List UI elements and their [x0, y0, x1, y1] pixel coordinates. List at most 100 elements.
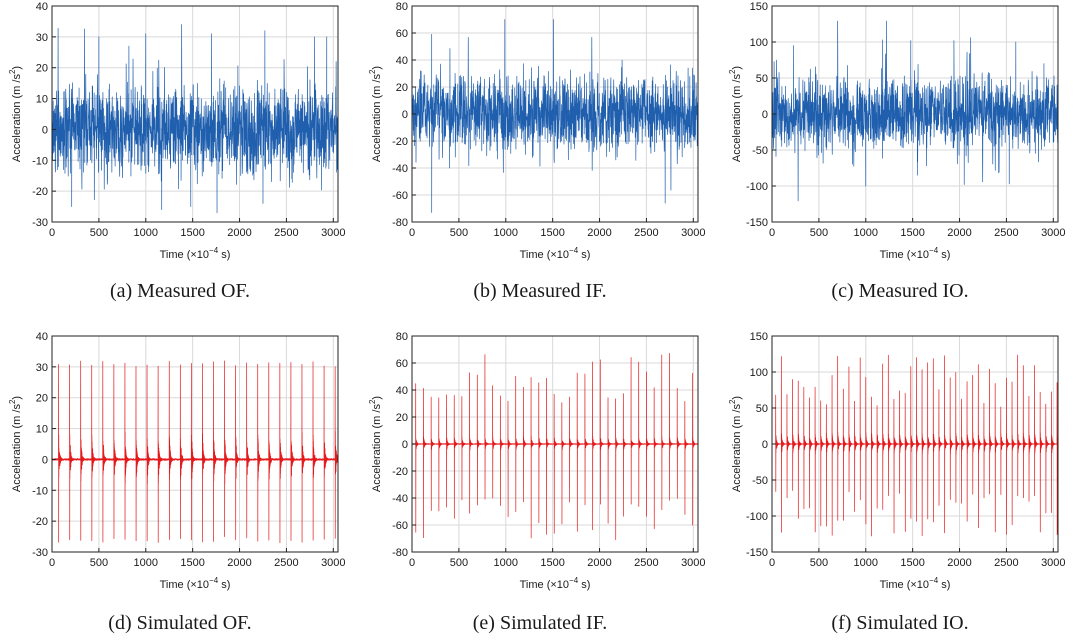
tick-label-y: -100	[746, 181, 768, 193]
tick-label-y: 40	[396, 385, 408, 397]
tick-label-y: -80	[392, 217, 408, 229]
signal-line	[411, 353, 699, 540]
tick-label-x: 2500	[994, 557, 1018, 569]
signal-line	[51, 24, 339, 214]
tick-label-x: 1000	[854, 557, 878, 569]
tick-label-y: -50	[752, 145, 768, 157]
y-axis-label: Acceleration (m /s2)	[8, 396, 23, 492]
tick-label-y: 150	[750, 331, 768, 343]
tick-label-y: -30	[32, 547, 48, 559]
tick-label-y: -10	[32, 155, 48, 167]
tick-label-y: 80	[396, 331, 408, 343]
tick-label-x: 0	[769, 557, 775, 569]
y-axis-label: Acceleration (m /s2)	[728, 66, 743, 162]
tick-label-x: 1500	[900, 557, 924, 569]
chart-simulated-of: 0 500 1000 1500 2000 2500 3000 -30 -20 -10 0 10 20 30…	[8, 331, 346, 591]
tick-label-y: 0	[762, 439, 768, 451]
x-axis-label: Time (×10−4 s)	[880, 246, 951, 261]
tick-label-y: -40	[392, 493, 408, 505]
tick-label-x: 500	[450, 557, 468, 569]
tick-label-x: 0	[409, 557, 415, 569]
grid	[52, 336, 338, 552]
tick-label-y: 80	[396, 1, 408, 13]
tick-label-y: 60	[396, 358, 408, 370]
chart-measured-of: 0 500 1000 1500 2000 2500 3000 -30 -20 -10 0 10 20 30…	[8, 1, 346, 261]
tick-label-y: 0	[42, 454, 48, 466]
x-axis-label: Time (×10−4 s)	[520, 576, 591, 591]
chart-simulated-if: 0 500 1000 1500 2000 2500 3000 -80 -60 -40 -20 0 20 4…	[368, 331, 706, 591]
tick-label-y: -150	[746, 547, 768, 559]
tick-label-x: 1500	[540, 557, 564, 569]
tick-label-x: 1000	[854, 227, 878, 239]
tick-label-x: 2500	[634, 227, 658, 239]
tick-label-x: 2500	[274, 227, 298, 239]
tick-label-x: 2000	[947, 227, 971, 239]
signal-line	[51, 360, 339, 544]
x-axis-label: Time (×10−4 s)	[160, 576, 231, 591]
caption-simulated-of: (d) Simulated OF.	[108, 612, 252, 634]
tick-label-y: 0	[402, 439, 408, 451]
y-axis-label: Acceleration (m /s2)	[8, 66, 23, 162]
tick-label-x: 500	[810, 227, 828, 239]
tick-label-x: 2000	[227, 227, 251, 239]
tick-label-y: 10	[36, 424, 48, 436]
tick-label-y: 50	[756, 73, 768, 85]
tick-label-x: 1500	[180, 227, 204, 239]
tick-label-x: 3000	[321, 557, 345, 569]
tick-label-x: 1000	[134, 557, 158, 569]
tick-label-y: 10	[36, 94, 48, 106]
tick-label-x: 3000	[681, 227, 705, 239]
tick-label-y: 30	[36, 362, 48, 374]
caption-simulated-if: (e) Simulated IF.	[472, 612, 608, 634]
tick-label-x: 1000	[494, 557, 518, 569]
tick-label-x: 500	[810, 557, 828, 569]
tick-label-y: 20	[396, 412, 408, 424]
tick-label-y: 0	[402, 109, 408, 121]
tick-label-y: 20	[396, 82, 408, 94]
tick-label-y: 100	[750, 367, 768, 379]
tick-label-x: 1500	[180, 557, 204, 569]
tick-label-y: 150	[750, 1, 768, 13]
tick-label-x: 3000	[321, 227, 345, 239]
tick-label-y: -30	[32, 217, 48, 229]
tick-label-y: -50	[752, 475, 768, 487]
tick-label-x: 3000	[1041, 227, 1065, 239]
chart-simulated-io: 0 500 1000 1500 2000 2500 3000 -150 -100 -50 0 50 10…	[728, 331, 1066, 591]
tick-label-y: 20	[36, 63, 48, 75]
caption-measured-io: (c) Measured IO.	[831, 280, 969, 302]
tick-label-x: 2500	[274, 557, 298, 569]
tick-label-y: -20	[392, 466, 408, 478]
tick-label-x: 2000	[587, 227, 611, 239]
tick-label-x: 3000	[681, 557, 705, 569]
tick-label-y: 60	[396, 28, 408, 40]
tick-label-y: 0	[762, 109, 768, 121]
tick-label-y: 20	[36, 393, 48, 405]
chart-measured-io: 0 500 1000 1500 2000 2500 3000 -150 -100 -50 0 50 10…	[728, 1, 1066, 261]
caption-measured-of: (a) Measured OF.	[109, 280, 251, 302]
y-axis-label: Acceleration (m /s2)	[368, 396, 383, 492]
signal-line	[771, 354, 1059, 537]
tick-label-y: 40	[36, 1, 48, 13]
tick-label-x: 1000	[134, 227, 158, 239]
tick-label-y: 40	[396, 55, 408, 67]
chart-measured-if: 0 500 1000 1500 2000 2500 3000 -80 -60 -40 -20 0 20 4…	[368, 1, 706, 261]
tick-label-y: -20	[32, 516, 48, 528]
y-axis-label: Acceleration (m /s2)	[368, 66, 383, 162]
tick-label-y: 100	[750, 37, 768, 49]
y-axis-label: Acceleration (m /s2)	[728, 396, 743, 492]
tick-label-y: -80	[392, 547, 408, 559]
tick-label-x: 2000	[227, 557, 251, 569]
tick-label-y: -60	[392, 520, 408, 532]
tick-label-x: 500	[450, 227, 468, 239]
tick-label-y: -60	[392, 190, 408, 202]
signal-line	[411, 19, 699, 213]
signal-line	[771, 20, 1059, 202]
tick-label-y: 40	[36, 331, 48, 343]
caption-simulated-io: (f) Simulated IO.	[831, 612, 969, 634]
tick-label-y: -100	[746, 511, 768, 523]
tick-label-x: 2500	[994, 227, 1018, 239]
plot-frame	[51, 5, 339, 223]
tick-label-x: 2000	[947, 557, 971, 569]
tick-label-y: -40	[392, 163, 408, 175]
tick-label-x: 0	[409, 227, 415, 239]
